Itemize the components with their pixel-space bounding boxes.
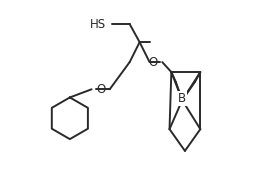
Text: O: O [149,56,158,69]
Text: O: O [96,83,105,96]
Text: HS: HS [90,17,106,31]
Text: B: B [178,92,186,105]
